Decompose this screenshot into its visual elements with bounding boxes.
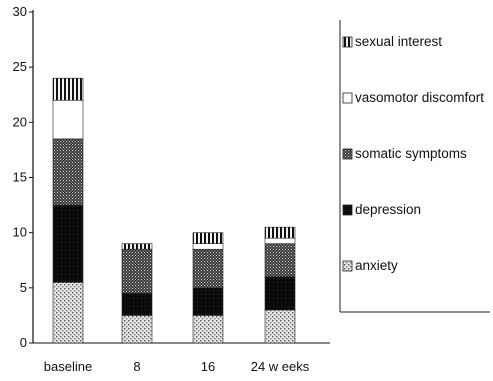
x-category-label: 8 <box>133 359 140 374</box>
y-tick-label: 0 <box>20 335 27 350</box>
x-category-label: 24 w eeks <box>251 359 310 374</box>
legend-label-sexual-interest: sexual interest <box>355 34 442 49</box>
bar-segment-depression <box>192 287 224 316</box>
legend-swatch-depression <box>342 204 353 216</box>
bar-segment-anxiety <box>121 315 153 344</box>
bar-segment-vasomotor-discomfort <box>192 243 224 250</box>
bar-segment-vasomotor-discomfort <box>52 99 84 140</box>
y-tick-label: 5 <box>20 280 27 295</box>
y-tick-label: 30 <box>13 4 27 19</box>
bar-segment-somatic-symptoms <box>192 248 224 289</box>
legend-label-vasomotor-discomfort: vasomotor discomfort <box>355 90 484 105</box>
bar-segment-somatic-symptoms <box>52 138 84 206</box>
legend: sexual interest vasomotor discomfort somat… <box>339 20 490 313</box>
legend-swatch-sexual-interest <box>342 36 353 48</box>
legend-label-depression: depression <box>355 202 421 217</box>
bar-segment-anxiety <box>192 315 224 344</box>
bar-segment-anxiety <box>52 282 84 344</box>
legend-label-anxiety: anxiety <box>355 258 398 273</box>
x-category-label: baseline <box>44 359 92 374</box>
y-tick-label: 10 <box>13 225 27 240</box>
bars <box>52 77 296 344</box>
bar-segment-depression <box>264 276 296 311</box>
bar-segment-sexual-interest <box>121 243 153 250</box>
bar-segment-somatic-symptoms <box>121 248 153 294</box>
bar-segment-sexual-interest <box>52 77 84 101</box>
legend-swatch-somatic-symptoms <box>342 148 353 160</box>
y-tick-label: 25 <box>13 59 27 74</box>
bar-segment-somatic-symptoms <box>264 243 296 278</box>
legend-label-somatic-symptoms: somatic symptoms <box>355 146 467 161</box>
bar-segment-vasomotor-discomfort <box>264 237 296 245</box>
bar-segment-anxiety <box>264 309 296 344</box>
y-tick-label: 15 <box>13 170 27 185</box>
legend-swatch-anxiety <box>342 260 353 272</box>
x-category-label: 16 <box>201 359 215 374</box>
bar-segment-sexual-interest <box>264 226 296 239</box>
bar-segment-sexual-interest <box>192 232 224 245</box>
legend-swatch-vasomotor-discomfort <box>342 92 353 104</box>
category-labels: baseline 8 16 24 w eeks <box>44 359 310 374</box>
bar-segment-depression <box>52 204 84 283</box>
bar-segment-depression <box>121 293 153 316</box>
y-tick-label: 20 <box>13 114 27 129</box>
